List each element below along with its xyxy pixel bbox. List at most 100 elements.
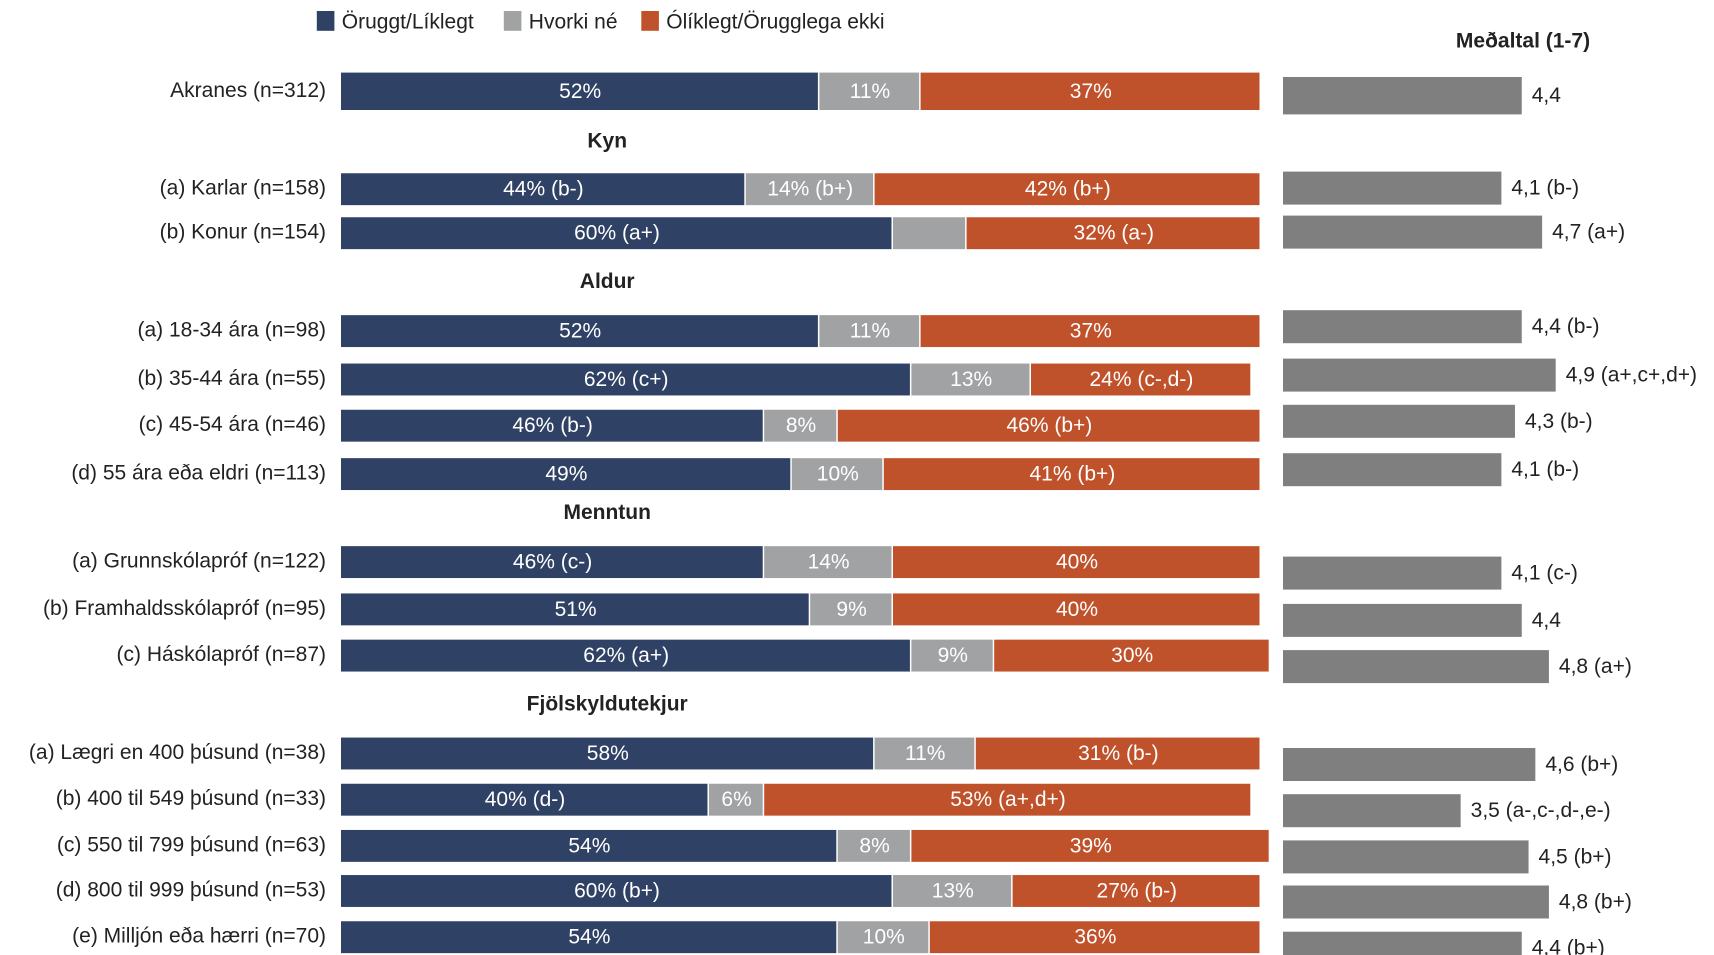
row-label: (b) 35-44 ára (n=55) bbox=[137, 367, 326, 390]
mean-bar bbox=[1283, 404, 1515, 438]
row-label: (b) Konur (n=154) bbox=[160, 221, 326, 244]
mean-label: 4,3 (b-) bbox=[1525, 410, 1593, 433]
row-label: (a) 18-34 ára (n=98) bbox=[137, 319, 326, 342]
mean-bar bbox=[1283, 358, 1556, 392]
bar-segment bbox=[341, 737, 874, 770]
bar-segment bbox=[911, 639, 993, 672]
bar-label: 54% bbox=[568, 926, 610, 949]
bar-label: 60% (b+) bbox=[574, 880, 660, 903]
bar-label: 11% bbox=[850, 80, 890, 103]
row-label: (a) Karlar (n=158) bbox=[160, 177, 326, 200]
legend-swatch bbox=[316, 11, 335, 31]
bar-segment bbox=[819, 315, 920, 348]
bar-label: 42% (b+) bbox=[1025, 178, 1111, 201]
mean-bar bbox=[1283, 931, 1522, 955]
bar-segment bbox=[341, 363, 910, 396]
bar-label: 40% bbox=[1056, 551, 1098, 574]
bar-label: 54% bbox=[568, 834, 610, 857]
bar-label: 9% bbox=[938, 644, 968, 667]
bar-label: 51% bbox=[555, 598, 597, 621]
bar-segment bbox=[745, 173, 874, 206]
bar-label: 52% bbox=[559, 320, 601, 343]
bar-label: 9% bbox=[836, 598, 866, 621]
bar-label: 62% (a+) bbox=[583, 644, 669, 667]
bar-label: 13% bbox=[950, 368, 992, 391]
bar-label: 40% bbox=[1056, 598, 1098, 621]
bar-segment bbox=[837, 921, 929, 954]
bar-label: 10% bbox=[863, 926, 905, 949]
bar-segment bbox=[837, 409, 1260, 442]
mean-label: 4,6 (b+) bbox=[1545, 753, 1618, 776]
mean-bar bbox=[1283, 748, 1536, 781]
mean-bars bbox=[1283, 77, 1556, 955]
bar-segment bbox=[341, 72, 818, 110]
mean-label: 4,4 bbox=[1532, 609, 1562, 632]
bar-segment bbox=[994, 639, 1269, 672]
bar-label: 52% bbox=[559, 80, 601, 103]
row-label: (d) 55 ára eða eldri (n=113) bbox=[71, 462, 326, 485]
mean-label: 4,1 (c-) bbox=[1511, 562, 1578, 585]
bar-label: 27% (b-) bbox=[1097, 880, 1178, 903]
row-label: (c) 45-54 ára (n=46) bbox=[139, 413, 326, 436]
mean-label: 4,4 (b+) bbox=[1532, 937, 1605, 955]
legend-label: Ólíklegt/Örugglega ekki bbox=[666, 11, 884, 34]
bar-segment bbox=[1012, 875, 1260, 907]
bar-label: 31% (b-) bbox=[1078, 742, 1159, 765]
mean-bar bbox=[1283, 77, 1522, 115]
bar-label: 14% bbox=[808, 551, 850, 574]
bar-segment bbox=[341, 639, 910, 672]
bar-segment bbox=[341, 217, 892, 250]
mean-label: 4,7 (a+) bbox=[1552, 221, 1625, 244]
bar-label: 37% bbox=[1070, 80, 1112, 103]
bar-label: 24% (c-,d-) bbox=[1089, 368, 1193, 391]
group-heading: Kyn bbox=[587, 129, 627, 152]
bar-segment bbox=[341, 875, 892, 907]
bar-segment bbox=[837, 829, 910, 862]
bar-label: 10% bbox=[817, 463, 859, 486]
bar-segment bbox=[709, 783, 763, 816]
bar-segment bbox=[810, 593, 892, 626]
bar-segment bbox=[341, 315, 818, 348]
mean-bar bbox=[1283, 310, 1522, 344]
mean-bar bbox=[1283, 556, 1502, 590]
bar-label: 8% bbox=[859, 834, 889, 857]
bar-label: 41% (b+) bbox=[1030, 463, 1116, 486]
legend-swatch bbox=[503, 11, 522, 31]
group-heading: Menntun bbox=[563, 501, 650, 524]
bar-segment bbox=[893, 217, 966, 250]
bar-label: 58% bbox=[587, 742, 629, 765]
bar-label: 44% (b-) bbox=[503, 178, 584, 201]
bar-label: 46% (b-) bbox=[512, 414, 593, 437]
bar-segment bbox=[341, 173, 745, 206]
bar-label: 53% (a+,d+) bbox=[950, 788, 1066, 811]
bar-segment bbox=[341, 409, 763, 442]
bar-segment bbox=[874, 173, 1260, 206]
bar-segment bbox=[341, 546, 763, 579]
bar-segment bbox=[920, 72, 1260, 110]
bar-segment bbox=[819, 72, 920, 110]
group-heading: Fjölskyldutekjur bbox=[527, 693, 688, 716]
mean-label: 4,1 (b-) bbox=[1511, 177, 1579, 200]
row-label: (e) Milljón eða hærri (n=70) bbox=[72, 925, 326, 948]
bar-segment bbox=[764, 783, 1251, 816]
mean-label: 4,5 (b+) bbox=[1539, 845, 1612, 868]
row-label: Akranes (n=312) bbox=[170, 79, 326, 102]
group-heading: Aldur bbox=[580, 270, 635, 293]
bar-segment bbox=[929, 921, 1260, 954]
row-label: (c) Háskólapróf (n=87) bbox=[117, 643, 327, 666]
bar-segment bbox=[975, 737, 1260, 770]
bar-label: 60% (a+) bbox=[574, 222, 660, 245]
bar-label: 11% bbox=[850, 320, 890, 343]
row-label: (d) 800 til 999 þúsund (n=53) bbox=[56, 879, 326, 902]
bar-segment bbox=[920, 315, 1260, 348]
bar-label: 37% bbox=[1070, 320, 1112, 343]
bar-segment bbox=[764, 546, 892, 579]
row-label: (a) Grunnskólapróf (n=122) bbox=[72, 550, 326, 573]
row-label: (b) 400 til 549 þúsund (n=33) bbox=[56, 787, 326, 810]
mean-title: Meðaltal (1-7) bbox=[1456, 30, 1590, 53]
row-label: (b) Framhaldsskólapróf (n=95) bbox=[43, 597, 326, 620]
bar-label: 39% bbox=[1070, 834, 1112, 857]
bar-segment bbox=[791, 458, 883, 491]
bar-segment bbox=[893, 875, 1012, 907]
mean-label: 4,9 (a+,c+,d+) bbox=[1566, 364, 1697, 387]
